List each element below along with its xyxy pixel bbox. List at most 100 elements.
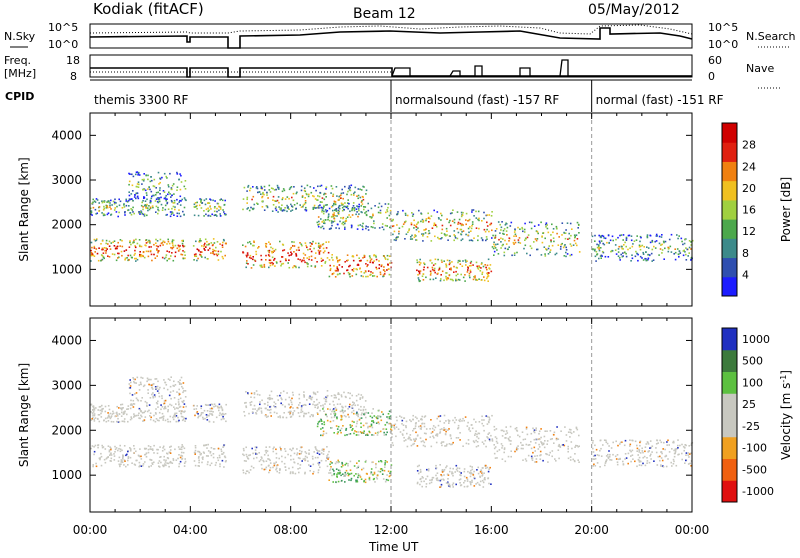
heatmap-cell (160, 416, 162, 419)
heatmap-cell (616, 461, 619, 463)
heatmap-cell (436, 472, 439, 474)
heatmap-cell (493, 425, 496, 428)
heatmap-cell (406, 432, 408, 435)
heatmap-cell (138, 244, 141, 247)
heatmap-cell (372, 226, 374, 229)
heatmap-cell (446, 234, 448, 236)
heatmap-cell (505, 243, 508, 245)
heatmap-cell (256, 410, 258, 412)
heatmap-cell (361, 431, 364, 434)
heatmap-cell (510, 221, 513, 224)
heatmap-cell (337, 461, 339, 464)
heatmap-cell (468, 265, 471, 267)
heatmap-cell (354, 191, 356, 193)
heatmap-cell (352, 403, 355, 406)
heatmap-cell (351, 214, 354, 216)
heatmap-cell (159, 238, 162, 241)
heatmap-cell (342, 192, 345, 194)
heatmap-cell (432, 435, 434, 438)
heatmap-cell (504, 239, 506, 242)
heatmap-cell (284, 258, 287, 260)
heatmap-cell (329, 469, 331, 472)
heatmap-cell (113, 203, 116, 205)
heatmap-cell (576, 238, 579, 240)
heatmap-cell (439, 486, 441, 488)
heatmap-cell (446, 230, 448, 232)
heatmap-cell (440, 478, 443, 481)
heatmap-cell (644, 446, 647, 448)
heatmap-cell (249, 401, 251, 404)
heatmap-cell (555, 437, 558, 440)
heatmap-cell (309, 245, 312, 247)
heatmap-cell (312, 195, 314, 197)
heatmap-cell (667, 246, 669, 249)
heatmap-cell (134, 252, 136, 255)
heatmap-cell (182, 418, 185, 421)
heatmap-cell (134, 257, 136, 260)
heatmap-cell (315, 242, 317, 245)
heatmap-cell (108, 256, 111, 258)
heatmap-cell (558, 236, 560, 238)
heatmap-cell (356, 414, 358, 416)
heatmap-cell (360, 189, 363, 191)
heatmap-cell (487, 477, 489, 480)
heatmap-cell (555, 225, 558, 228)
heatmap-cell (324, 400, 327, 403)
heatmap-cell (135, 260, 137, 262)
heatmap-cell (338, 195, 340, 198)
heatmap-cell (502, 229, 505, 232)
cpid-segment-label: themis 3300 RF (94, 93, 188, 107)
heatmap-cell (182, 451, 185, 454)
heatmap-cell (300, 185, 303, 188)
heatmap-cell (326, 204, 328, 206)
heatmap-cell (481, 441, 484, 443)
heatmap-cell (209, 451, 212, 453)
heatmap-cell (222, 238, 225, 241)
heatmap-cell (193, 460, 196, 462)
heatmap-cell (304, 471, 306, 474)
heatmap-cell (436, 433, 439, 435)
heatmap-cell (351, 209, 353, 212)
heatmap-cell (370, 472, 372, 475)
heatmap-cell (398, 227, 401, 229)
heatmap-cell (291, 253, 293, 255)
heatmap-cell (253, 244, 255, 247)
heatmap-cell (270, 250, 273, 253)
heatmap-cell (301, 410, 304, 413)
heatmap-cell (196, 405, 198, 407)
heatmap-cell (371, 420, 373, 422)
heatmap-cell (159, 178, 162, 180)
heatmap-cell (138, 255, 141, 258)
heatmap-cell (445, 263, 447, 265)
heatmap-cell (676, 248, 679, 250)
heatmap-cell (440, 259, 443, 262)
heatmap-cell (206, 240, 208, 243)
heatmap-cell (127, 455, 130, 458)
heatmap-cell (422, 440, 424, 442)
heatmap-cell (157, 206, 159, 209)
heatmap-cell (685, 452, 688, 454)
heatmap-cell (351, 225, 353, 227)
heatmap-cell (146, 207, 149, 209)
heatmap-cell (267, 397, 269, 400)
heatmap-cell (662, 240, 665, 243)
heatmap-cell (203, 452, 205, 454)
heatmap-cell (175, 412, 178, 415)
heatmap-cell (334, 201, 337, 203)
heatmap-cell (602, 235, 605, 238)
heatmap-cell (149, 188, 151, 191)
heatmap-cell (661, 234, 663, 236)
heatmap-cell (349, 469, 352, 471)
heatmap-cell (434, 426, 437, 429)
heatmap-cell (557, 449, 560, 451)
heatmap-cell (279, 208, 281, 210)
heatmap-cell (263, 265, 266, 268)
heatmap-cell (346, 434, 348, 436)
heatmap-cell (166, 388, 169, 391)
heatmap-cell (181, 239, 183, 242)
heatmap-cell (625, 457, 628, 459)
heatmap-cell (220, 405, 222, 408)
heatmap-cell (170, 213, 173, 215)
heatmap-cell (536, 248, 538, 251)
heatmap-cell (600, 240, 603, 242)
